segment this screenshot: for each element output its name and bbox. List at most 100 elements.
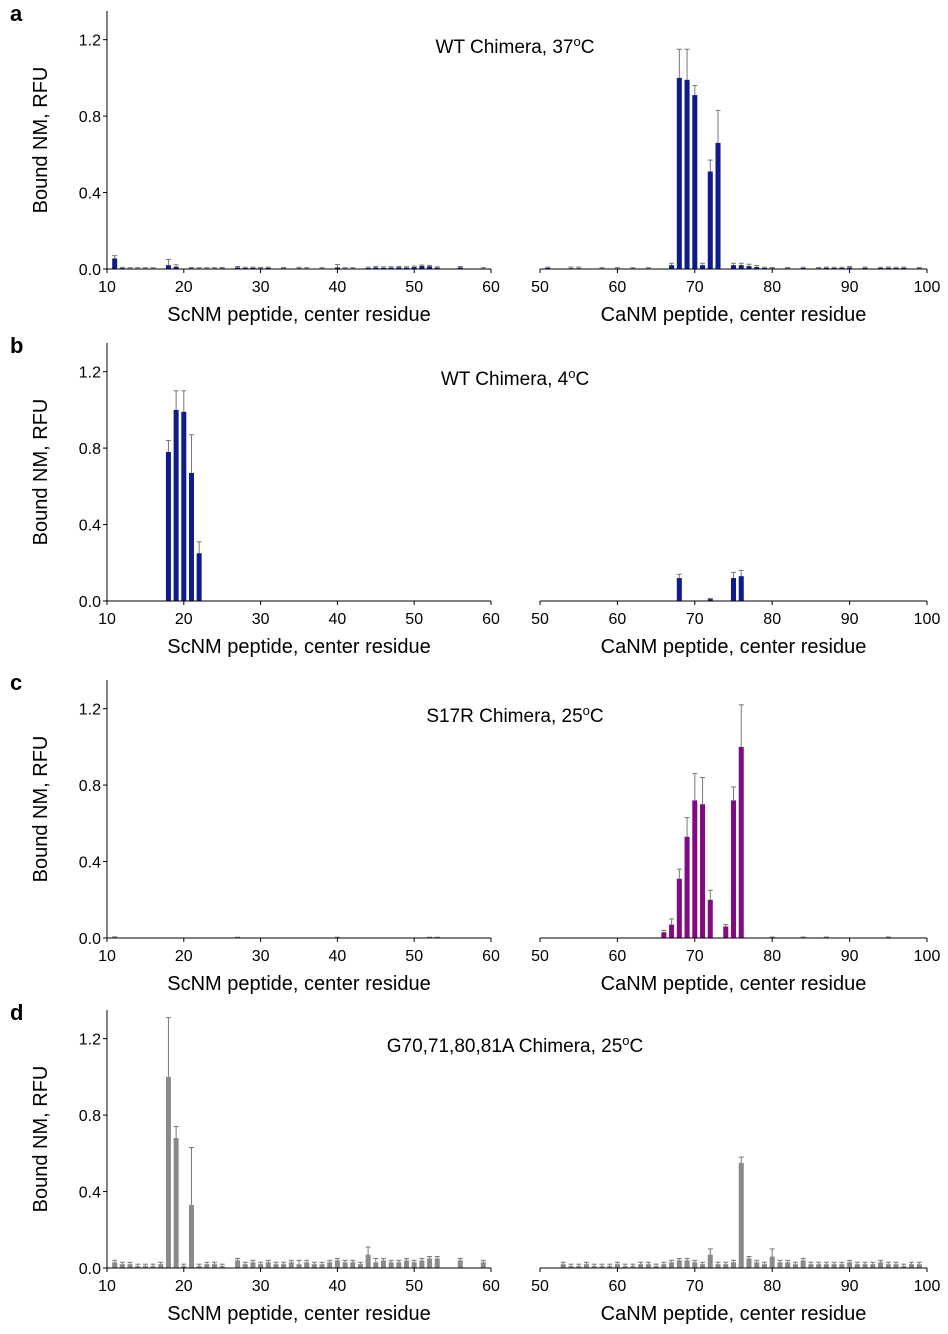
bar <box>669 265 675 269</box>
error-bar <box>800 1257 806 1261</box>
error-bar <box>707 159 713 172</box>
error-bar <box>761 266 767 269</box>
title-text: WT Chimera, 37 <box>436 37 574 58</box>
error-bar <box>630 1263 636 1267</box>
x-tick-label: 70 <box>686 1278 704 1295</box>
error-bar <box>288 1259 294 1263</box>
error-bar <box>568 266 574 269</box>
error-bar <box>684 817 690 837</box>
bar <box>730 265 737 269</box>
bar <box>457 267 463 269</box>
error-bar <box>480 1259 486 1263</box>
x-tick-label: 20 <box>175 611 193 628</box>
error-bar <box>334 264 340 268</box>
error-bar <box>304 267 310 269</box>
x-tick-label: 60 <box>609 948 627 965</box>
bar <box>304 1262 310 1268</box>
x-axis-label: CaNM peptide, center residue <box>601 1303 867 1325</box>
error-bar <box>173 390 179 410</box>
y-tick-label: 0.0 <box>79 1261 101 1278</box>
bar <box>669 924 675 938</box>
error-bar <box>831 1261 837 1265</box>
x-tick-label: 30 <box>252 1278 270 1295</box>
error-bar <box>411 265 417 268</box>
y-tick-label: 1.2 <box>79 1032 101 1049</box>
error-bar <box>692 1259 698 1263</box>
bar <box>135 1266 141 1268</box>
x-tick-label: 40 <box>329 1278 347 1295</box>
bar <box>212 1264 218 1268</box>
bar <box>365 1254 371 1268</box>
error-bar <box>878 266 884 269</box>
x-tick-label: 60 <box>609 279 627 296</box>
bar <box>707 171 713 269</box>
error-bar <box>173 1126 179 1139</box>
error-bar <box>669 918 675 925</box>
bar <box>847 1262 853 1268</box>
error-bar <box>457 1257 463 1261</box>
error-bar <box>396 1259 402 1263</box>
x-tick-label: 70 <box>686 611 704 628</box>
error-bar <box>457 266 463 268</box>
bar <box>188 1204 194 1268</box>
bar <box>700 1264 706 1268</box>
bar <box>823 267 829 269</box>
bar <box>769 1256 775 1268</box>
y-tick-label: 0.8 <box>79 1108 101 1125</box>
error-bar <box>568 1263 574 1267</box>
error-bar <box>196 1263 202 1267</box>
title-sup: o <box>622 1033 629 1048</box>
bar <box>388 267 394 269</box>
bar <box>622 1266 628 1268</box>
error-bar <box>885 266 891 268</box>
title-text: C <box>581 37 595 58</box>
bar <box>273 1264 279 1268</box>
x-tick-label: 30 <box>252 948 270 965</box>
error-bar <box>388 1259 394 1263</box>
error-bar <box>614 267 620 269</box>
bar <box>723 926 729 938</box>
error-bar <box>746 1256 752 1259</box>
error-bar <box>304 1259 310 1263</box>
bar <box>692 95 698 269</box>
error-bar <box>212 1261 218 1265</box>
bar <box>357 1264 363 1268</box>
error-bar <box>816 1261 822 1265</box>
bar <box>808 1264 814 1268</box>
error-bar <box>816 266 822 269</box>
error-bar <box>188 266 194 269</box>
title-text: S17R Chimera, 25 <box>426 706 582 727</box>
error-bar <box>645 1261 651 1265</box>
x-tick-label: 90 <box>841 1278 859 1295</box>
title-sup: o <box>574 34 581 49</box>
error-bar <box>327 1259 333 1263</box>
x-tick-label: 50 <box>531 1278 549 1295</box>
bar <box>350 1262 356 1268</box>
error-bar <box>258 1261 264 1265</box>
error-bar <box>715 109 721 143</box>
error-bar <box>599 267 605 269</box>
bar <box>165 265 171 269</box>
x-tick-label: 20 <box>175 1278 193 1295</box>
error-bar <box>204 1261 210 1265</box>
x-tick-label: 40 <box>329 611 347 628</box>
error-bar <box>150 267 156 269</box>
bar <box>427 1258 433 1268</box>
error-bar <box>630 267 636 269</box>
chart-title: WT Chimera, 4oC <box>441 366 589 391</box>
bar <box>692 800 698 938</box>
error-bar <box>127 267 133 269</box>
x-tick-label: 60 <box>482 1278 500 1295</box>
bar <box>870 1264 876 1268</box>
x-tick-label: 20 <box>175 279 193 296</box>
x-tick-label: 40 <box>329 948 347 965</box>
bar <box>901 267 907 269</box>
bar <box>434 267 440 269</box>
y-tick-label: 0.4 <box>79 518 101 535</box>
error-bar <box>645 267 651 269</box>
error-bar <box>142 267 148 269</box>
error-bar <box>854 1261 860 1265</box>
bar <box>746 266 752 269</box>
error-bar <box>373 266 379 268</box>
x-tick-label: 10 <box>98 1278 116 1295</box>
